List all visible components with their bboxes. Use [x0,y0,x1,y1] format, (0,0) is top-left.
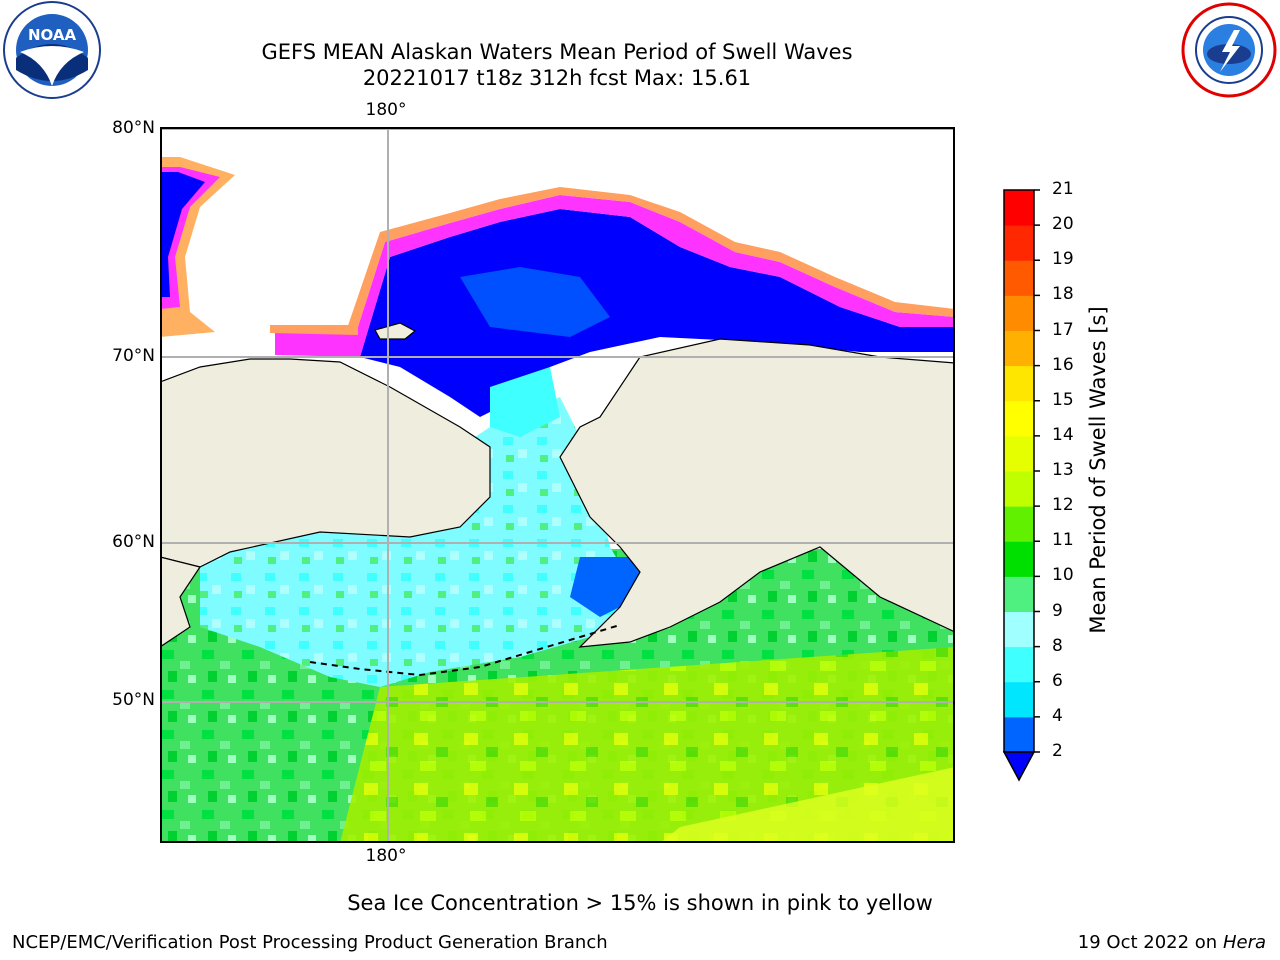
colorbar-tick-label: 2 [1052,741,1063,761]
ice-edge-north [350,195,955,357]
colorbar-segment [1004,541,1034,577]
lat-label-60: 60°N [112,532,155,552]
colorbar-segment [1004,190,1034,226]
footer-date: 19 Oct 2022 on Hera [1078,932,1266,953]
footer-date-text: 19 Oct 2022 on [1077,932,1223,953]
svg-text:NOAA: NOAA [28,26,77,44]
arctic-open-water [360,209,955,417]
map-title-line1: GEFS MEAN Alaskan Waters Mean Period of … [261,40,853,64]
colorbar-segment [1004,576,1034,612]
colorbar-tick-label: 19 [1052,249,1074,270]
colorbar-tick-label: 17 [1052,319,1074,340]
footer-machine: Hera [1222,932,1266,953]
colorbar-segment [1004,260,1034,296]
land-siberia [160,358,491,568]
colorbar-tick-label: 11 [1052,530,1074,551]
colorbar-tick-label: 20 [1052,214,1074,235]
colorbar-segment [1004,506,1034,542]
colorbar-segment [1004,365,1034,402]
lat-label-50: 50°N [112,690,155,710]
colorbar-title: Mean Period of Swell Waves [s] [1086,306,1110,634]
colorbar-tick-label: 21 [1052,179,1074,199]
nws-logo [1178,0,1280,100]
wrangel-island [374,322,417,340]
colorbar [1002,189,1040,782]
colorbar-segment [1004,225,1034,261]
pacific-south-yellow [340,647,955,843]
lat-label-70: 70°N [112,346,155,366]
lat-label-80: 80°N [112,118,155,138]
colorbar-segment [1004,471,1034,507]
colorbar-tick-label: 8 [1052,635,1063,656]
colorbar-tick-label: 15 [1052,389,1074,410]
colorbar-tick-label: 18 [1052,284,1074,305]
colorbar-segment [1004,646,1034,683]
aleutian-chain [309,624,621,677]
colorbar-tick-label: 9 [1052,600,1063,621]
colorbar-tick-label: 13 [1052,460,1074,480]
colorbar-segment [1004,400,1034,437]
lon-label-bottom: 180° [365,846,407,866]
swell-period-map [160,127,955,843]
colorbar-segment [1004,716,1034,753]
colorbar-segment [1004,611,1034,648]
colorbar-segment [1004,330,1034,367]
noaa-logo: NOAA [0,0,104,100]
colorbar-segment [1004,681,1034,718]
lon-label-top: 180° [365,100,407,120]
map-title-line2: 20221017 t18z 312h fcst Max: 15.61 [362,66,752,90]
sea-ice-caption: Sea Ice Concentration > 15% is shown in … [347,891,933,915]
colorbar-tick-label: 4 [1052,705,1063,726]
colorbar-extend-arrow [1002,751,1036,782]
footer-branch: NCEP/EMC/Verification Post Processing Pr… [12,932,608,953]
colorbar-tick-label: 16 [1052,354,1074,375]
colorbar-tick-label: 6 [1052,670,1063,691]
colorbar-segment [1004,435,1034,472]
colorbar-segment [1004,295,1034,331]
colorbar-tick-label: 14 [1052,424,1074,445]
colorbar-tick-label: 12 [1052,495,1074,516]
land-kamchatka [160,556,201,648]
colorbar-tick-label: 10 [1052,565,1074,586]
land-alaska [559,338,955,648]
